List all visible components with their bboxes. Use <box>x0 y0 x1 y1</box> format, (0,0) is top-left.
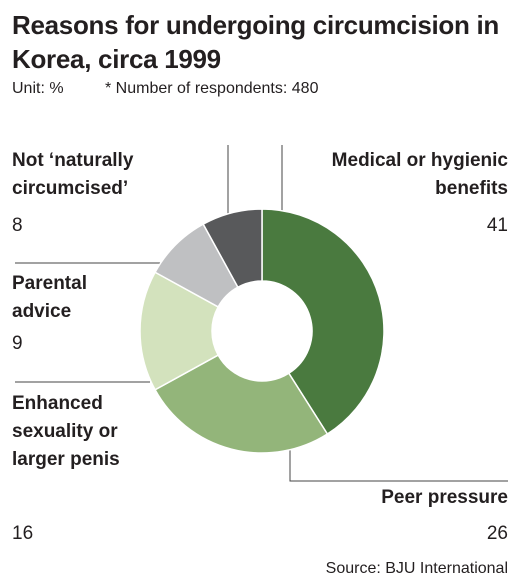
value-label: 8 <box>12 215 23 236</box>
category-label: Not ‘naturally circumcised’ <box>12 150 134 199</box>
category-label: Enhanced sexuality or larger penis <box>12 393 120 470</box>
slice <box>139 271 220 391</box>
chart-title: Reasons for undergoing circumcision in K… <box>12 10 500 74</box>
value-label: 26 <box>486 523 508 544</box>
slice <box>202 208 263 289</box>
value-label: 9 <box>12 333 23 354</box>
category-label: Peer pressure <box>381 487 508 508</box>
leader-line <box>289 445 508 482</box>
note: * Number of respondents: 480 <box>105 80 319 97</box>
value-label: 16 <box>12 523 34 544</box>
source: Source: BJU International <box>325 560 508 577</box>
unit: Unit: % <box>12 80 64 97</box>
slice <box>154 354 329 454</box>
category-label: Medical or hygienic benefits <box>331 150 508 199</box>
category-label: Parental advice <box>12 273 87 322</box>
value-label: 41 <box>486 215 508 236</box>
